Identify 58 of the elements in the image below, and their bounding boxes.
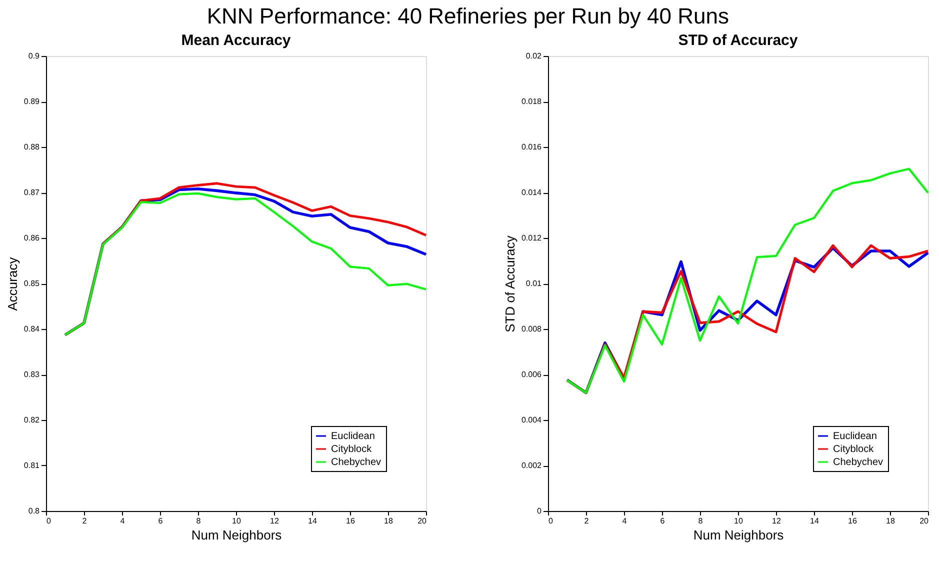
y-tick-label: 0.88 <box>24 142 40 152</box>
y-tick-label: 0.008 <box>521 324 542 334</box>
x-tick-label: 8 <box>698 516 704 526</box>
x-tick-label: 16 <box>346 516 356 526</box>
x-axis-title: Num Neighbors <box>191 528 282 542</box>
x-tick-label: 16 <box>848 516 858 526</box>
x-tick-label: 2 <box>82 516 88 526</box>
x-tick-label: 12 <box>270 516 280 526</box>
y-tick-label: 0.002 <box>521 461 542 470</box>
x-tick-label: 14 <box>810 516 820 526</box>
x-tick-label: 4 <box>120 516 126 526</box>
y-tick-label: 0.86 <box>24 234 40 242</box>
chart-title: STD of Accuracy <box>678 32 798 49</box>
y-tick-label: 0.016 <box>521 142 542 152</box>
x-tick-label: 0 <box>46 516 52 526</box>
y-tick-label: 0.89 <box>24 97 40 106</box>
x-tick-label: 20 <box>920 516 930 526</box>
x-tick-label: 10 <box>232 516 242 526</box>
y-axis-title: Accuracy <box>4 256 20 311</box>
y-tick-label: 0.83 <box>24 370 40 379</box>
x-tick-label: 4 <box>622 516 628 526</box>
legend-label: Euclidean <box>833 431 877 442</box>
y-tick-label: 0.012 <box>521 234 542 242</box>
legend-label: Chebychev <box>833 457 884 468</box>
x-tick-label: 14 <box>308 516 318 526</box>
legend-label: Cityblock <box>833 444 875 455</box>
y-tick-label: 0.02 <box>526 52 542 60</box>
y-tick-label: 0.006 <box>521 370 542 379</box>
legend-label: Chebychev <box>331 457 382 468</box>
y-tick-label: 0.85 <box>24 279 40 288</box>
y-tick-label: 0.81 <box>24 461 40 470</box>
chart-title: Mean Accuracy <box>181 32 292 49</box>
y-tick-label: 0.84 <box>24 324 40 334</box>
y-tick-label: 0.01 <box>526 279 542 288</box>
x-tick-label: 0 <box>548 516 554 526</box>
x-tick-label: 10 <box>734 516 744 526</box>
legend-label: Euclidean <box>331 431 375 442</box>
y-tick-label: 0.9 <box>28 52 40 60</box>
legend-label: Cityblock <box>331 444 373 455</box>
x-tick-label: 18 <box>886 516 896 526</box>
x-tick-label: 18 <box>384 516 394 526</box>
y-axis-title: STD of Accuracy <box>502 235 518 332</box>
x-tick-label: 8 <box>196 516 202 526</box>
y-tick-label: 0.87 <box>24 188 40 197</box>
x-axis-title: Num Neighbors <box>693 528 784 542</box>
x-tick-label: 2 <box>584 516 590 526</box>
y-tick-label: 0.004 <box>521 416 542 424</box>
x-tick-label: 20 <box>418 516 428 526</box>
text: KNN Performance: 40 Refineries per Run by 40 Runs <box>206 4 729 28</box>
y-tick-label: 0.82 <box>24 416 40 424</box>
line-series <box>566 168 930 394</box>
y-tick-label: 0.014 <box>521 188 542 197</box>
x-tick-label: 6 <box>660 516 666 526</box>
y-tick-label: 0.8 <box>28 506 40 516</box>
y-tick-label: 0 <box>537 506 542 516</box>
x-tick-label: 6 <box>158 516 164 526</box>
x-tick-label: 12 <box>772 516 782 526</box>
y-tick-label: 0.018 <box>521 97 542 106</box>
